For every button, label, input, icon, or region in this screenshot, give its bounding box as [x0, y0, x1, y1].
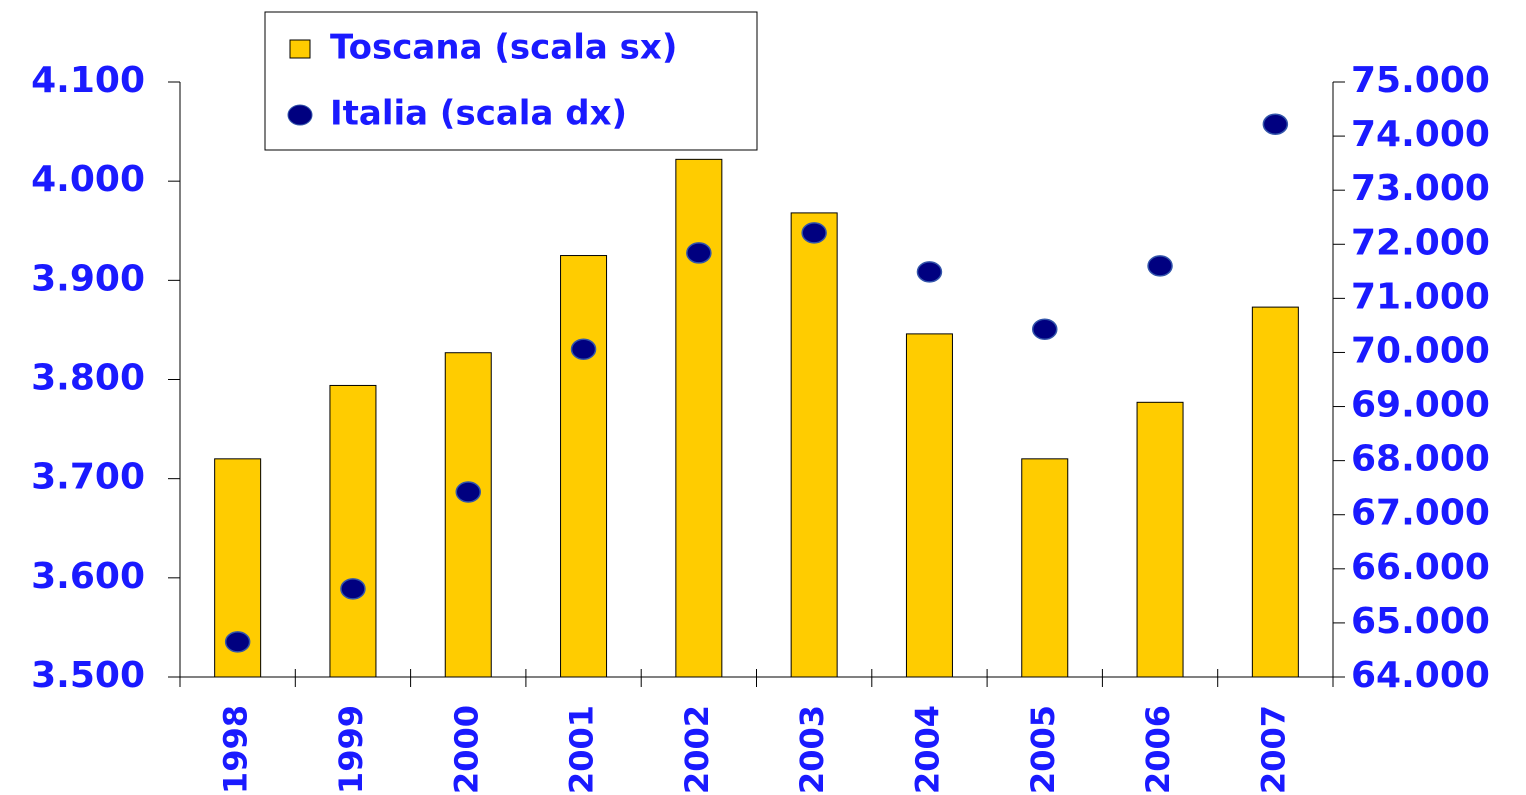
- dot: [1147, 255, 1173, 277]
- y2-tick-label: 72.000: [1351, 222, 1490, 263]
- y2-tick-label: 68.000: [1351, 439, 1490, 480]
- y2-tick-label: 73.000: [1351, 168, 1490, 209]
- legend-box: [264, 11, 758, 151]
- y-tick-label: 3.900: [31, 258, 145, 299]
- x-tick-label: 2006: [1139, 705, 1177, 794]
- x-tick-label: 2004: [908, 705, 946, 794]
- legend-label: Italia (scala dx): [330, 94, 627, 134]
- x-tick-label: 2007: [1254, 705, 1292, 794]
- bar: [675, 158, 723, 678]
- x-tick-label: 1999: [332, 705, 370, 794]
- dot: [1032, 318, 1058, 340]
- x-tick-label: 2005: [1024, 705, 1062, 794]
- y-tick-label: 3.800: [31, 358, 145, 399]
- y2-tick-label: 64.000: [1351, 655, 1490, 696]
- x-tick-label: 2002: [678, 705, 716, 794]
- y-tick-label: 3.600: [31, 556, 145, 597]
- legend-label: Toscana (scala sx): [330, 28, 677, 68]
- dot: [570, 338, 597, 360]
- dot: [686, 242, 712, 264]
- y2-tick-label: 74.000: [1351, 114, 1490, 155]
- y-tick-label: 3.700: [31, 457, 145, 498]
- bar: [444, 352, 492, 678]
- bar: [1021, 458, 1069, 678]
- y-tick-label: 3.500: [31, 655, 145, 696]
- y-tick-label: 4.100: [31, 60, 145, 101]
- y-tick-label: 4.000: [31, 159, 145, 200]
- y2-tick-label: 66.000: [1351, 547, 1490, 588]
- x-tick-label: 2001: [563, 705, 601, 794]
- dot: [340, 578, 366, 600]
- x-tick-label: 2003: [793, 705, 831, 794]
- dot: [801, 222, 827, 244]
- legend-swatch: [287, 104, 313, 126]
- bar: [905, 333, 953, 678]
- y2-tick-label: 65.000: [1351, 601, 1490, 642]
- x-tick-label: 1998: [217, 705, 255, 794]
- y2-tick-label: 70.000: [1351, 330, 1490, 371]
- y2-tick-label: 67.000: [1351, 493, 1490, 534]
- y2-tick-label: 75.000: [1351, 60, 1490, 101]
- legend: Toscana (scala sx) Italia (scala dx): [264, 11, 758, 151]
- bar: [1136, 401, 1184, 678]
- bar: [1251, 306, 1299, 678]
- dot: [916, 261, 943, 283]
- x-tick-label: 2000: [447, 705, 485, 794]
- dot: [1262, 113, 1289, 135]
- bar: [329, 384, 377, 678]
- y2-tick-label: 71.000: [1351, 276, 1490, 317]
- legend-swatch: [289, 39, 311, 59]
- y2-tick-label: 69.000: [1351, 385, 1490, 426]
- dot: [224, 631, 251, 653]
- bar: [560, 255, 608, 678]
- dot: [455, 481, 481, 503]
- bar: [790, 212, 838, 678]
